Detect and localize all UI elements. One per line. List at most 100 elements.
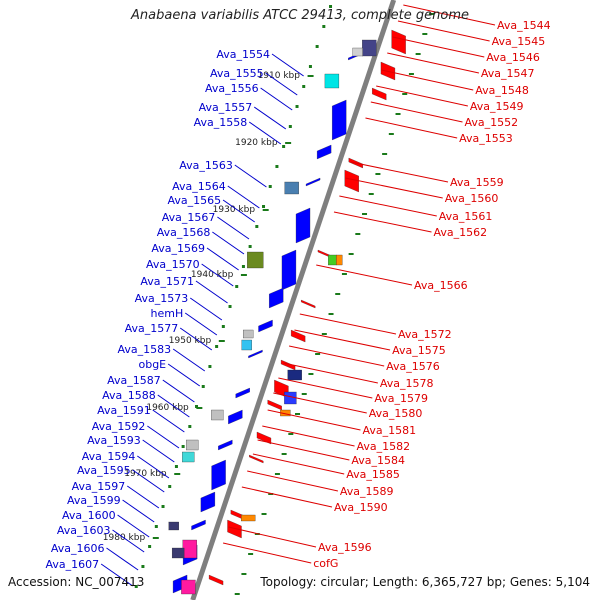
feature-block (328, 254, 337, 266)
feature-block (241, 514, 256, 522)
leader-line (222, 542, 312, 564)
track-dot (322, 25, 326, 28)
feature-block (181, 579, 196, 595)
feature-block (182, 451, 195, 463)
gene-label-Ava_1555: Ava_1555 (210, 67, 264, 80)
tick-label: 1920 kbp (235, 138, 278, 148)
track-dot (275, 165, 279, 168)
gene-label-Ava_1572: Ava_1572 (398, 328, 452, 341)
gene-label-Ava_1583: Ava_1583 (118, 343, 172, 356)
tick-label: 1930 kbp (213, 205, 256, 215)
gene-label-Ava_1584: Ava_1584 (351, 454, 405, 467)
leader-line (257, 439, 350, 461)
feature-block (284, 181, 299, 195)
track-dot (308, 65, 312, 68)
leader-line (106, 547, 139, 571)
track-dot (422, 33, 428, 35)
leader-line (234, 164, 267, 188)
gene-label-Ava_1556: Ava_1556 (205, 82, 259, 95)
reverse-gene-arrow (301, 299, 316, 309)
gene-label-Ava_1549: Ava_1549 (470, 100, 524, 113)
leader-line (333, 211, 432, 233)
forward-gene-arrow (281, 249, 297, 291)
gene-label-Ava_1597: Ava_1597 (72, 480, 126, 493)
gene-label-Ava_1553: Ava_1553 (459, 132, 513, 145)
tick-mark (307, 75, 314, 77)
gene-label-Ava_1562: Ava_1562 (434, 226, 488, 239)
gene-label-Ava_1563: Ava_1563 (179, 159, 233, 172)
forward-gene-arrow (305, 177, 321, 187)
leader-line (212, 231, 245, 255)
leader-line (294, 329, 391, 351)
track-dot (268, 185, 272, 188)
gene-label-Ava_1594: Ava_1594 (82, 450, 136, 463)
tick-mark (285, 142, 292, 144)
track-dot (201, 385, 205, 388)
leader-line (262, 425, 355, 447)
gene-label-Ava_1548: Ava_1548 (475, 84, 529, 97)
reverse-gene-arrow (227, 519, 242, 539)
tick-label: 1950 kbp (169, 336, 212, 346)
leader-line (370, 101, 463, 123)
reverse-gene-arrow (344, 169, 359, 193)
feature-block (247, 251, 264, 269)
gene-label-Ava_1599: Ava_1599 (67, 494, 121, 507)
forward-gene-arrow (235, 387, 250, 399)
track-dot (288, 433, 294, 435)
gene-label-Ava_1603: Ava_1603 (57, 524, 111, 537)
map-title: Anabaena variabilis ATCC 29413, complete… (131, 8, 469, 23)
track-dot (288, 125, 292, 128)
track-dot (282, 145, 286, 148)
gene-label-Ava_1580: Ava_1580 (369, 407, 423, 420)
forward-gene-arrow (248, 349, 263, 359)
forward-gene-arrow (258, 319, 273, 333)
tick-label: 1960 kbp (146, 403, 189, 413)
leader-line (157, 394, 190, 418)
leader-line (228, 526, 317, 548)
leader-line (387, 52, 480, 74)
leader-line (273, 392, 367, 414)
leader-line (365, 117, 458, 139)
track-dot (241, 573, 247, 575)
tick-mark (218, 340, 225, 342)
track-dot (154, 525, 158, 528)
tick-mark (174, 473, 181, 475)
forward-gene-arrow (332, 99, 347, 141)
leader-line (253, 106, 287, 130)
reverse-gene-arrow (267, 399, 282, 411)
feature-block (352, 47, 363, 57)
track-dot (362, 213, 368, 215)
gene-label-Ava_1606: Ava_1606 (51, 542, 105, 555)
leader-line (403, 4, 496, 26)
gene-label-Ava_1546: Ava_1546 (486, 51, 540, 64)
track-dot (228, 305, 232, 308)
gene-label-Ava_1573: Ava_1573 (135, 292, 189, 305)
leader-line (147, 425, 180, 449)
leader-line (241, 486, 333, 508)
feature-block (171, 547, 185, 559)
track-dot (161, 505, 165, 508)
gene-label-Ava_1560: Ava_1560 (445, 192, 499, 205)
feature-block (336, 254, 343, 266)
genome-backbone (190, 0, 397, 601)
gene-label-Ava_1577: Ava_1577 (125, 322, 179, 335)
track-dot (208, 365, 212, 368)
track-dot (382, 153, 388, 155)
forward-gene-arrow (191, 519, 206, 531)
track-dot (355, 233, 361, 235)
reverse-gene-arrow (290, 329, 306, 343)
leader-line (288, 345, 385, 367)
leader-line (345, 177, 443, 199)
gene-label-cofG: cofG (313, 557, 338, 570)
track-dot (148, 545, 152, 548)
track-dot (388, 133, 394, 135)
gene-label-Ava_1561: Ava_1561 (439, 210, 493, 223)
feature-block (287, 369, 302, 381)
forward-gene-arrow (200, 491, 216, 513)
backbone-layer (190, 0, 397, 601)
gene-label-Ava_1559: Ava_1559 (450, 176, 504, 189)
track-dot (375, 173, 381, 175)
reverse-gene-arrow (391, 29, 406, 55)
gene-label-Ava_1591: Ava_1591 (97, 404, 151, 417)
gene-label-Ava_1570: Ava_1570 (146, 258, 200, 271)
